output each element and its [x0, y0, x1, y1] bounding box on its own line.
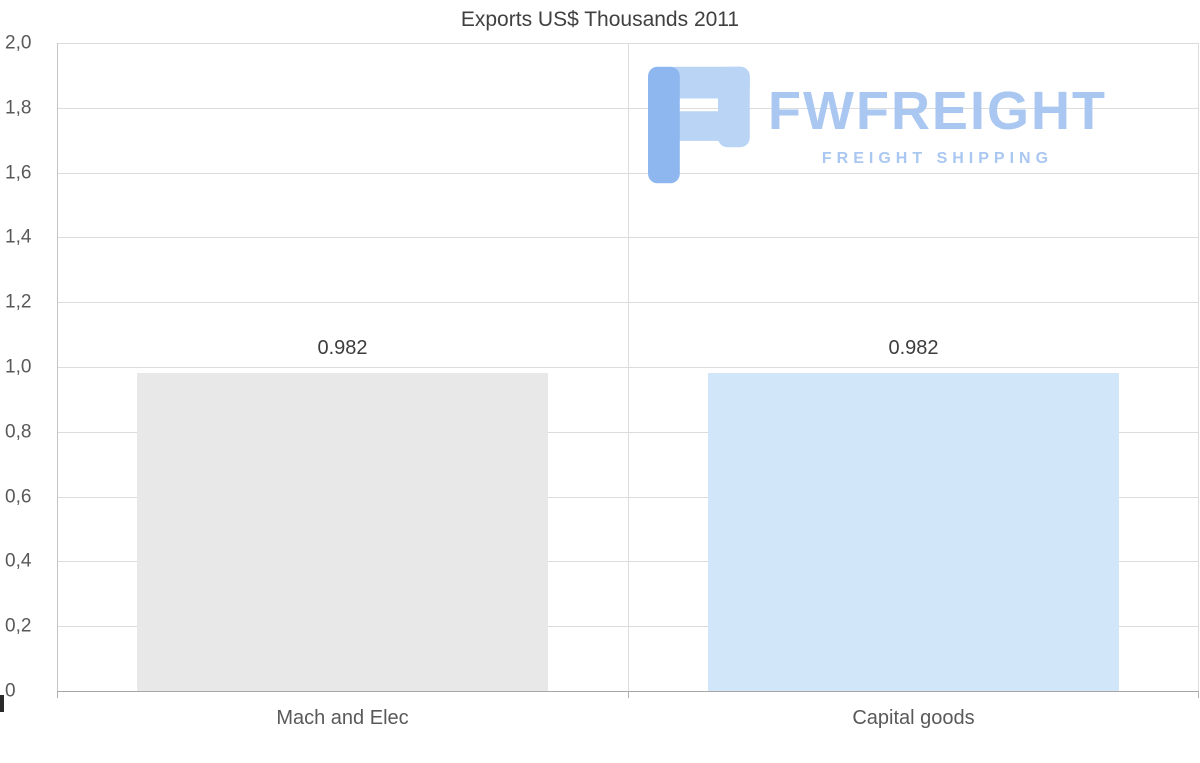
bar-value-label: 0.982	[888, 337, 939, 359]
y-axis-tick-label: 1,2	[5, 291, 32, 313]
corner-mark	[0, 695, 4, 712]
y-axis-tick-label: 0,4	[5, 550, 32, 572]
y-axis-tick-label: 0,8	[5, 421, 32, 443]
y-axis-tick-label: 0,6	[5, 486, 32, 508]
y-axis-tick-label: 1,6	[5, 162, 32, 184]
y-axis-tick-label: 0,2	[5, 615, 32, 637]
y-axis-tick-label: 1,4	[5, 226, 32, 248]
y-axis-tick-label: 1,0	[5, 356, 32, 378]
bar	[137, 373, 548, 691]
x-axis-category-label: Mach and Elec	[276, 707, 409, 729]
y-axis-tick-label: 0	[5, 680, 16, 702]
x-axis-tick	[1198, 691, 1199, 698]
vertical-gridline	[628, 43, 629, 691]
bar	[708, 373, 1119, 691]
bar-value-label: 0.982	[317, 337, 368, 359]
brand-watermark: FWFREIGHT FREIGHT SHIPPING	[648, 66, 1107, 184]
vertical-gridline	[1198, 43, 1199, 691]
x-axis-category-label: Capital goods	[852, 707, 975, 729]
chart-title: Exports US$ Thousands 2011	[460, 8, 740, 31]
x-axis-tick	[57, 691, 58, 698]
y-axis-tick-label: 1,8	[5, 97, 32, 119]
brand-tagline: FREIGHT SHIPPING	[821, 150, 1054, 167]
brand-name: FWFREIGHT	[768, 81, 1107, 141]
x-axis-tick	[628, 691, 629, 698]
y-axis-line	[57, 43, 58, 691]
brand-text-block: FWFREIGHT FREIGHT SHIPPING	[768, 66, 1107, 168]
y-axis-tick-label: 2,0	[5, 32, 32, 54]
brand-logo-icon	[648, 66, 754, 184]
